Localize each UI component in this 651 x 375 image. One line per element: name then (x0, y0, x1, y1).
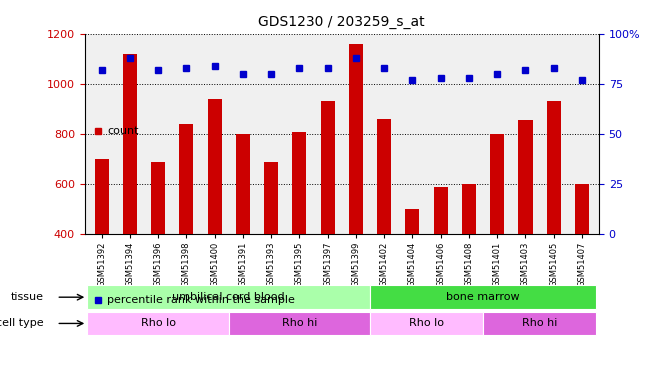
Bar (462, 184, 476, 334)
Bar (370, 312, 483, 335)
Bar (236, 134, 250, 334)
Text: count: count (107, 126, 139, 136)
Text: Rho hi: Rho hi (282, 318, 317, 328)
Bar (406, 209, 419, 334)
Bar (123, 54, 137, 334)
Text: tissue: tissue (10, 292, 44, 302)
Bar (94, 159, 109, 334)
Bar (264, 162, 278, 334)
Bar (87, 312, 229, 335)
Text: Rho lo: Rho lo (141, 318, 176, 328)
Bar (208, 99, 222, 334)
Bar (320, 102, 335, 334)
Text: Rho lo: Rho lo (409, 318, 444, 328)
Bar (377, 119, 391, 334)
Text: percentile rank within the sample: percentile rank within the sample (107, 295, 296, 305)
Text: bone marrow: bone marrow (446, 292, 520, 302)
Bar (518, 120, 533, 334)
Text: umbilical cord blood: umbilical cord blood (173, 292, 285, 302)
Bar (349, 44, 363, 334)
Bar (151, 162, 165, 334)
Text: cell type: cell type (0, 318, 44, 328)
Bar (292, 132, 307, 334)
Bar (87, 285, 370, 309)
Bar (483, 312, 596, 335)
Text: Rho hi: Rho hi (522, 318, 557, 328)
Bar (434, 187, 448, 334)
Bar (179, 124, 193, 334)
Text: GDS1230 / 203259_s_at: GDS1230 / 203259_s_at (258, 15, 425, 29)
Bar (547, 102, 561, 334)
Bar (370, 285, 596, 309)
Bar (490, 134, 505, 334)
Bar (575, 184, 589, 334)
Bar (229, 312, 370, 335)
